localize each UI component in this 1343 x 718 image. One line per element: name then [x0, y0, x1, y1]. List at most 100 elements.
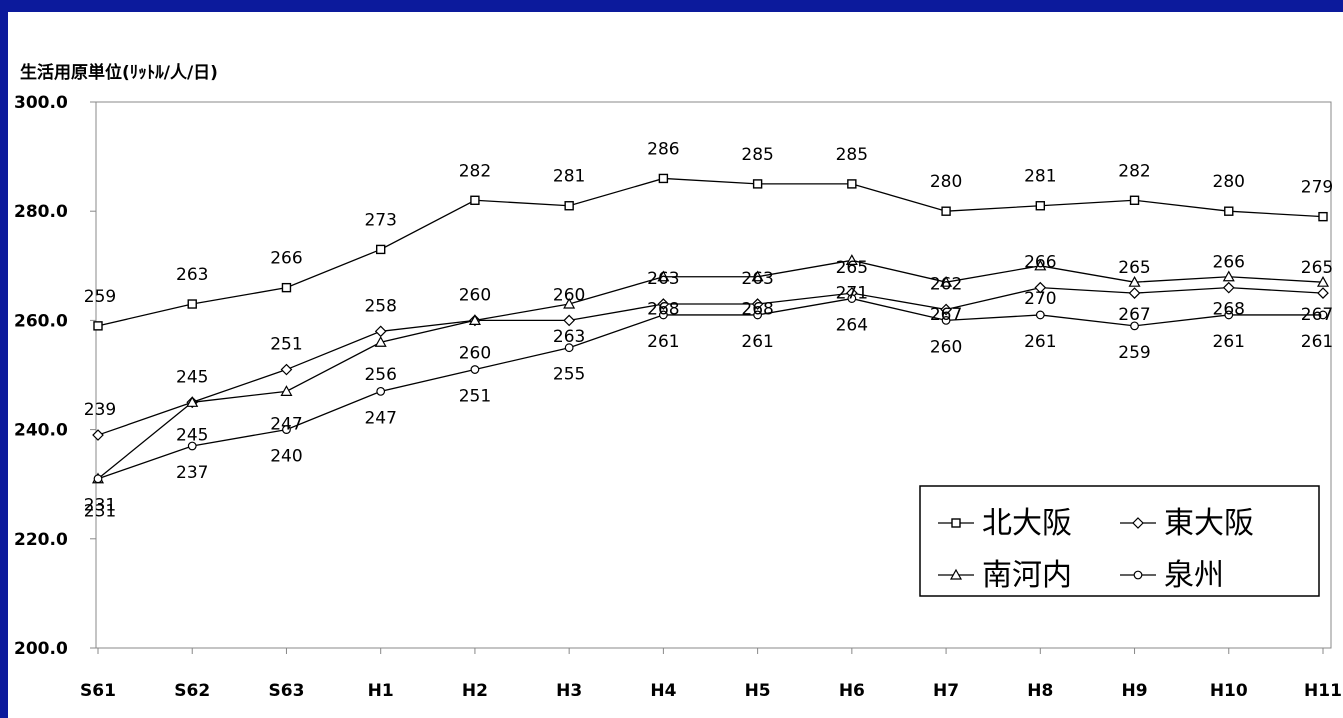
data-point [657, 298, 670, 310]
data-label: 280 [930, 172, 962, 192]
data-point [1035, 201, 1046, 211]
data-point [1035, 310, 1045, 320]
chart-frame: 生活用原単位(ﾘｯﾄﾙ/人/日) 200.0 220.0 240.0 260.0 280… [8, 12, 1343, 718]
data-point [1318, 310, 1328, 320]
series-line [97, 286, 1324, 436]
data-label: 260 [459, 343, 491, 363]
data-point [1224, 310, 1234, 320]
x-tick-label: H4 [650, 681, 676, 701]
data-point [845, 254, 858, 265]
data-label: 247 [270, 414, 302, 434]
data-label: 266 [270, 249, 302, 269]
data-label: 282 [1118, 161, 1150, 181]
data-point [847, 179, 857, 189]
data-label: 271 [836, 283, 868, 303]
legend-label: 北大阪 [982, 506, 1072, 541]
data-label: 251 [270, 335, 302, 355]
x-tick-label: H7 [933, 681, 959, 701]
data-point [186, 396, 199, 407]
x-tick-label: H1 [368, 681, 394, 701]
data-label: 266 [1024, 253, 1056, 273]
data-label: 261 [741, 332, 773, 352]
x-tick-label: H9 [1122, 681, 1148, 701]
data-label: 268 [1213, 300, 1245, 320]
legend-marker [1132, 517, 1144, 529]
data-point [658, 310, 668, 320]
data-point [751, 270, 764, 282]
data-point [940, 303, 952, 316]
y-tick-label: 220.0 [14, 530, 68, 550]
data-label: 259 [1118, 343, 1150, 363]
data-point [1034, 281, 1047, 294]
data-point [657, 270, 670, 282]
data-label: 260 [553, 285, 585, 305]
series-line [97, 177, 1324, 327]
y-tick-label: 300.0 [14, 93, 68, 113]
x-tick-label: H2 [462, 681, 488, 701]
data-point [470, 195, 480, 205]
y-tick-label: 240.0 [14, 421, 68, 441]
data-label: 255 [553, 365, 585, 385]
x-tick-label: H6 [839, 681, 865, 701]
data-label: 265 [836, 258, 868, 278]
x-tick-label: S63 [269, 681, 305, 701]
data-point [941, 316, 951, 325]
data-point [281, 282, 292, 293]
data-label: 265 [1118, 258, 1150, 278]
data-label: 231 [84, 496, 116, 516]
data-label: 261 [647, 332, 679, 352]
data-label: 270 [1024, 289, 1056, 309]
data-label: 285 [836, 145, 868, 165]
x-tick-label: H11 [1304, 681, 1342, 701]
data-point [1128, 275, 1141, 287]
data-point [940, 275, 953, 287]
data-label: 260 [459, 285, 491, 305]
series-line [97, 297, 1323, 480]
data-label: 240 [270, 447, 302, 467]
data-point [92, 429, 104, 441]
y-tick-label: 260.0 [14, 311, 68, 331]
data-label: 267 [1118, 305, 1150, 325]
x-tick-label: S61 [80, 681, 116, 701]
data-label: 268 [741, 300, 773, 320]
legend-label: 東大阪 [1164, 506, 1254, 541]
data-label: 281 [553, 167, 585, 187]
data-label: 279 [1301, 178, 1333, 198]
plot-area [95, 101, 1332, 649]
legend-label: 泉州 [1164, 558, 1224, 593]
data-label: 273 [364, 210, 396, 230]
data-label: 245 [176, 425, 208, 445]
data-label: 280 [1213, 172, 1245, 192]
data-label: 282 [459, 161, 491, 181]
data-label: 261 [1301, 332, 1333, 352]
data-label: 262 [930, 274, 962, 294]
legend-marker [1133, 570, 1143, 580]
data-point [470, 365, 480, 374]
data-point [187, 299, 197, 309]
data-point [282, 425, 291, 435]
data-point [376, 386, 386, 396]
data-point [658, 173, 669, 184]
x-tick-label: H3 [556, 681, 582, 701]
data-label: 285 [741, 145, 773, 165]
data-label: 261 [1024, 332, 1056, 352]
y-axis-ticks: 200.0 220.0 240.0 260.0 280.0 300.0 [14, 93, 96, 659]
data-point [847, 294, 857, 303]
data-label: 245 [176, 367, 208, 387]
x-tick-label: H10 [1210, 681, 1248, 701]
legend-box [919, 485, 1320, 597]
data-point [563, 297, 576, 309]
data-label: 266 [1213, 253, 1245, 273]
data-label: 251 [459, 387, 491, 407]
data-label: 263 [553, 327, 585, 347]
y-axis-label: 生活用原単位(ﾘｯﾄﾙ/人/日) [20, 62, 218, 83]
data-point [280, 385, 293, 396]
data-point [374, 325, 387, 338]
data-point [187, 441, 197, 451]
data-point [1128, 287, 1141, 299]
data-label: 281 [1024, 167, 1056, 187]
data-point [751, 298, 764, 310]
data-point [1317, 287, 1329, 299]
data-point [93, 474, 103, 484]
data-label: 263 [741, 269, 773, 289]
